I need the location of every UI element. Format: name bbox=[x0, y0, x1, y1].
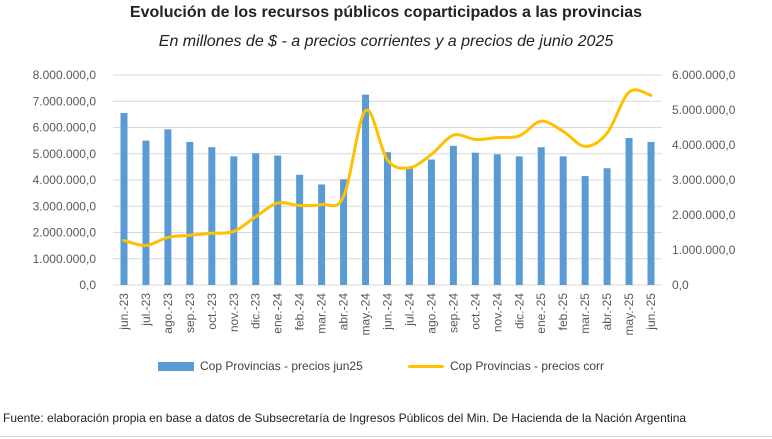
x-tick-label: ago.-23 bbox=[161, 293, 175, 334]
bottom-divider bbox=[0, 436, 772, 437]
bar bbox=[581, 176, 589, 285]
bar bbox=[120, 113, 128, 285]
bar bbox=[559, 156, 567, 285]
bar bbox=[405, 168, 413, 285]
bar bbox=[252, 153, 260, 285]
x-tick-label: ago.-24 bbox=[424, 293, 438, 334]
x-tick-label: abr.-25 bbox=[600, 293, 614, 331]
x-tick-label: ene.-25 bbox=[534, 293, 548, 334]
x-tick-label: feb.-24 bbox=[293, 293, 307, 331]
x-tick-label: oct.-23 bbox=[205, 293, 219, 330]
y-left-tick-label: 4.000.000,0 bbox=[33, 173, 97, 187]
chart-legend: Cop Provincias - precios jun25 Cop Provi… bbox=[0, 359, 772, 377]
x-tick-label: may.-24 bbox=[359, 293, 373, 336]
bar bbox=[164, 129, 172, 285]
y-right-tick-label: 4.000.000,0 bbox=[672, 138, 736, 152]
bar bbox=[142, 140, 150, 285]
bar bbox=[647, 141, 655, 285]
bar bbox=[493, 154, 501, 285]
y-left-tick-label: 1.000.000,0 bbox=[33, 252, 97, 266]
bar bbox=[384, 152, 391, 285]
x-tick-label: nov.-24 bbox=[490, 293, 504, 332]
x-tick-label: ene.-24 bbox=[271, 293, 285, 334]
y-left-tick-label: 0,0 bbox=[79, 278, 96, 292]
x-tick-label: nov.-23 bbox=[227, 293, 241, 332]
x-tick-label: jul.-24 bbox=[402, 293, 416, 327]
bar bbox=[471, 152, 479, 285]
source-note: Fuente: elaboración propia en base a dat… bbox=[3, 411, 687, 425]
legend-swatch-bars bbox=[158, 361, 194, 371]
legend-swatch-line bbox=[408, 364, 444, 368]
x-tick-label: sep.-24 bbox=[446, 293, 460, 333]
bar bbox=[208, 147, 216, 285]
y-right-tick-label: 6.000.000,0 bbox=[672, 68, 736, 82]
bar bbox=[362, 94, 370, 285]
y-right-tick-label: 0,0 bbox=[672, 278, 689, 292]
bar bbox=[603, 168, 611, 285]
bar bbox=[296, 174, 304, 285]
legend-label-bars: Cop Provincias - precios jun25 bbox=[200, 359, 363, 373]
bar bbox=[515, 156, 523, 285]
y-right-tick-label: 2.000.000,0 bbox=[672, 208, 736, 222]
x-tick-label: mar.-24 bbox=[315, 293, 329, 334]
x-tick-label: dic.-24 bbox=[512, 293, 526, 329]
x-tick-label: jul.-23 bbox=[139, 293, 153, 327]
x-tick-label: feb.-25 bbox=[556, 293, 570, 331]
x-tick-label: sep.-23 bbox=[183, 293, 197, 333]
y-left-tick-label: 7.000.000,0 bbox=[33, 94, 97, 108]
bar bbox=[230, 156, 238, 285]
x-tick-label: jun.-23 bbox=[117, 293, 131, 331]
y-left-tick-label: 2.000.000,0 bbox=[33, 226, 97, 240]
y-left-tick-label: 6.000.000,0 bbox=[33, 121, 97, 135]
legend-item-line: Cop Provincias - precios corr bbox=[408, 359, 604, 373]
bar bbox=[186, 141, 194, 285]
x-tick-label: oct.-24 bbox=[468, 293, 482, 330]
bar bbox=[427, 159, 435, 285]
y-left-tick-label: 8.000.000,0 bbox=[33, 68, 97, 82]
combo-chart: 8.000.000,0 7.000.000,0 6.000.000,0 5.000.0… bbox=[33, 68, 736, 336]
chart-subtitle: En millones de $ - a precios corrientes … bbox=[158, 33, 614, 50]
bar bbox=[449, 145, 457, 285]
legend-label-line: Cop Provincias - precios corr bbox=[450, 359, 605, 373]
bar bbox=[340, 179, 348, 285]
bar bbox=[625, 138, 633, 285]
chart-title: Evolución de los recursos públicos copar… bbox=[129, 4, 643, 21]
x-tick-label: abr.-24 bbox=[337, 293, 351, 331]
y-right-tick-label: 1.000.000,0 bbox=[672, 243, 736, 257]
bar bbox=[318, 184, 326, 285]
x-tick-label: jun.-25 bbox=[644, 293, 658, 331]
y-left-tick-label: 3.000.000,0 bbox=[33, 199, 97, 213]
x-tick-label: jun.-24 bbox=[381, 293, 395, 331]
legend-item-bars: Cop Provincias - precios jun25 bbox=[158, 359, 363, 373]
y-right-tick-label: 3.000.000,0 bbox=[672, 173, 736, 187]
x-tick-label: dic.-23 bbox=[249, 293, 263, 329]
bar bbox=[274, 155, 282, 285]
bar bbox=[537, 147, 545, 285]
y-right-tick-label: 5.000.000,0 bbox=[672, 103, 736, 117]
x-tick-label: may.-25 bbox=[622, 293, 636, 336]
x-tick-label: mar.-25 bbox=[578, 293, 592, 334]
line-series bbox=[122, 88, 653, 247]
y-left-tick-label: 5.000.000,0 bbox=[33, 147, 97, 161]
